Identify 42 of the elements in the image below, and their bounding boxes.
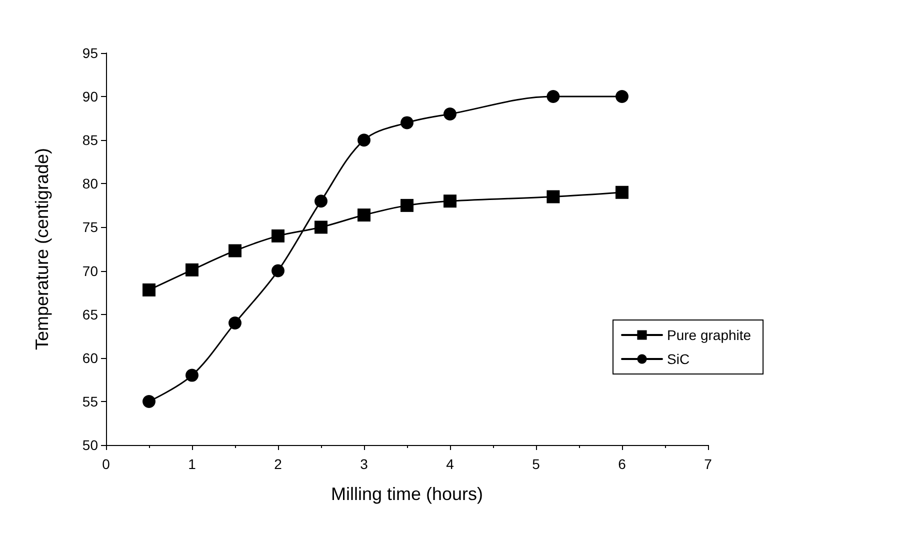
point <box>546 190 560 204</box>
x-tick-label: 7 <box>704 456 712 472</box>
y-tick-label: 90 <box>82 88 98 105</box>
y-tick-label: 50 <box>82 437 98 453</box>
y-tick-label: 95 <box>82 45 98 61</box>
x-tick-label: 3 <box>360 456 368 472</box>
y-axis-title: Temperature (centigrade) <box>32 148 52 350</box>
y-tick-label: 70 <box>82 262 98 279</box>
point <box>314 194 328 208</box>
point <box>358 134 370 147</box>
y-tick-label: 80 <box>82 176 98 192</box>
point <box>616 186 628 199</box>
point <box>444 107 456 120</box>
point <box>616 90 628 104</box>
y-tick-label: 60 <box>82 350 98 366</box>
point <box>400 198 414 212</box>
x-axis-title: Milling time (hours) <box>330 484 484 504</box>
point <box>228 244 242 258</box>
y-tick-label: 55 <box>82 393 98 410</box>
x-tick-label: 2 <box>274 456 282 472</box>
x-tick-label: 0 <box>102 456 110 472</box>
point <box>272 264 284 278</box>
point <box>228 316 242 330</box>
point <box>400 116 414 130</box>
y-tick-label: 65 <box>82 306 98 322</box>
point <box>186 263 198 276</box>
point <box>142 394 156 408</box>
point <box>444 194 456 208</box>
point <box>186 368 198 382</box>
point <box>314 220 328 234</box>
x-tick-label: 4 <box>446 456 454 472</box>
point <box>358 208 370 222</box>
point <box>272 229 284 242</box>
point <box>142 283 156 296</box>
y-tick-label: 85 <box>82 132 98 148</box>
point <box>546 90 560 104</box>
x-tick-label: 6 <box>618 456 626 472</box>
x-tick-label: 1 <box>188 456 196 472</box>
legend-label: Pure graphite <box>667 327 752 343</box>
x-tick-label: 5 <box>532 456 540 472</box>
legend-label: SiC <box>667 351 690 367</box>
y-tick-label: 75 <box>82 219 98 236</box>
